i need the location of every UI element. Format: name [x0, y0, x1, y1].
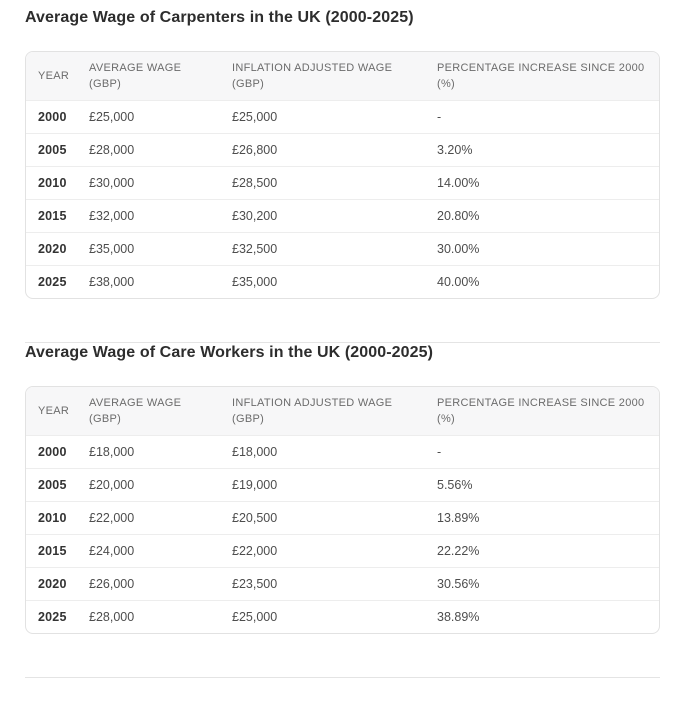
percentage-increase-cell: 5.56% [425, 468, 659, 501]
year-cell: 2000 [26, 100, 77, 133]
average-wage-cell: £28,000 [77, 600, 220, 633]
average-wage-cell: £18,000 [77, 435, 220, 468]
inflation-adjusted-wage-cell: £28,500 [220, 166, 425, 199]
average-wage-cell: £20,000 [77, 468, 220, 501]
table-row: 2000 £18,000 £18,000 - [26, 435, 659, 468]
table-row: 2015 £24,000 £22,000 22.22% [26, 534, 659, 567]
average-wage-cell: £38,000 [77, 265, 220, 298]
table-row: 2025 £28,000 £25,000 38.89% [26, 600, 659, 633]
percentage-increase-column-header: PERCENTAGE INCREASE SINCE 2000 (%) [437, 62, 645, 90]
average-wage-cell: £26,000 [77, 567, 220, 600]
carpenters-table: YEAR AVERAGE WAGE (GBP) INFLATION ADJUST… [25, 51, 660, 299]
inflation-adjusted-wage-cell: £18,000 [220, 435, 425, 468]
inflation-adjusted-wage-cell: £19,000 [220, 468, 425, 501]
average-wage-cell: £30,000 [77, 166, 220, 199]
inflation-adjusted-wage-cell: £35,000 [220, 265, 425, 298]
percentage-increase-cell: 13.89% [425, 501, 659, 534]
percentage-increase-cell: 22.22% [425, 534, 659, 567]
year-cell: 2015 [26, 199, 77, 232]
care-workers-table: YEAR AVERAGE WAGE (GBP) INFLATION ADJUST… [25, 386, 660, 634]
table-row: 2005 £20,000 £19,000 5.56% [26, 468, 659, 501]
table-row: 2015 £32,000 £30,200 20.80% [26, 199, 659, 232]
percentage-increase-cell: 40.00% [425, 265, 659, 298]
table-header-row: YEAR AVERAGE WAGE (GBP) INFLATION ADJUST… [26, 387, 659, 435]
inflation-adjusted-wage-column-header: INFLATION ADJUSTED WAGE (GBP) [232, 62, 393, 90]
table-row: 2020 £35,000 £32,500 30.00% [26, 232, 659, 265]
carpenters-section: Average Wage of Carpenters in the UK (20… [25, 8, 660, 299]
table-row: 2020 £26,000 £23,500 30.56% [26, 567, 659, 600]
percentage-increase-cell: 38.89% [425, 600, 659, 633]
year-cell: 2010 [26, 166, 77, 199]
average-wage-cell: £35,000 [77, 232, 220, 265]
year-cell: 2020 [26, 232, 77, 265]
year-cell: 2015 [26, 534, 77, 567]
inflation-adjusted-wage-cell: £26,800 [220, 133, 425, 166]
average-wage-cell: £22,000 [77, 501, 220, 534]
percentage-increase-cell: - [425, 435, 659, 468]
year-cell: 2000 [26, 435, 77, 468]
care-workers-section-title: Average Wage of Care Workers in the UK (… [25, 344, 434, 361]
average-wage-cell: £32,000 [77, 199, 220, 232]
inflation-adjusted-wage-cell: £20,500 [220, 501, 425, 534]
percentage-increase-cell: 20.80% [425, 199, 659, 232]
carpenters-section-title: Average Wage of Carpenters in the UK (20… [25, 9, 414, 26]
year-column-header: YEAR [38, 405, 70, 417]
percentage-increase-cell: 30.56% [425, 567, 659, 600]
table-row: 2025 £38,000 £35,000 40.00% [26, 265, 659, 298]
inflation-adjusted-wage-cell: £30,200 [220, 199, 425, 232]
average-wage-cell: £24,000 [77, 534, 220, 567]
percentage-increase-cell: 3.20% [425, 133, 659, 166]
bottom-divider [25, 677, 660, 678]
year-cell: 2005 [26, 133, 77, 166]
inflation-adjusted-wage-cell: £25,000 [220, 100, 425, 133]
percentage-increase-cell: 14.00% [425, 166, 659, 199]
table-row: 2000 £25,000 £25,000 - [26, 100, 659, 133]
average-wage-cell: £28,000 [77, 133, 220, 166]
year-column-header: YEAR [38, 70, 70, 82]
inflation-adjusted-wage-cell: £25,000 [220, 600, 425, 633]
inflation-adjusted-wage-cell: £22,000 [220, 534, 425, 567]
table-header-row: YEAR AVERAGE WAGE (GBP) INFLATION ADJUST… [26, 52, 659, 100]
percentage-increase-cell: - [425, 100, 659, 133]
page-content: Average Wage of Carpenters in the UK (20… [25, 8, 660, 678]
percentage-increase-cell: 30.00% [425, 232, 659, 265]
care-workers-section: Average Wage of Care Workers in the UK (… [25, 343, 660, 634]
year-cell: 2020 [26, 567, 77, 600]
year-cell: 2010 [26, 501, 77, 534]
inflation-adjusted-wage-cell: £32,500 [220, 232, 425, 265]
percentage-increase-column-header: PERCENTAGE INCREASE SINCE 2000 (%) [437, 397, 645, 425]
table-row: 2005 £28,000 £26,800 3.20% [26, 133, 659, 166]
year-cell: 2025 [26, 600, 77, 633]
year-cell: 2005 [26, 468, 77, 501]
average-wage-cell: £25,000 [77, 100, 220, 133]
average-wage-column-header: AVERAGE WAGE (GBP) [89, 62, 182, 90]
inflation-adjusted-wage-cell: £23,500 [220, 567, 425, 600]
section-divider [25, 342, 660, 343]
table-row: 2010 £22,000 £20,500 13.89% [26, 501, 659, 534]
year-cell: 2025 [26, 265, 77, 298]
average-wage-column-header: AVERAGE WAGE (GBP) [89, 397, 182, 425]
table-row: 2010 £30,000 £28,500 14.00% [26, 166, 659, 199]
inflation-adjusted-wage-column-header: INFLATION ADJUSTED WAGE (GBP) [232, 397, 393, 425]
